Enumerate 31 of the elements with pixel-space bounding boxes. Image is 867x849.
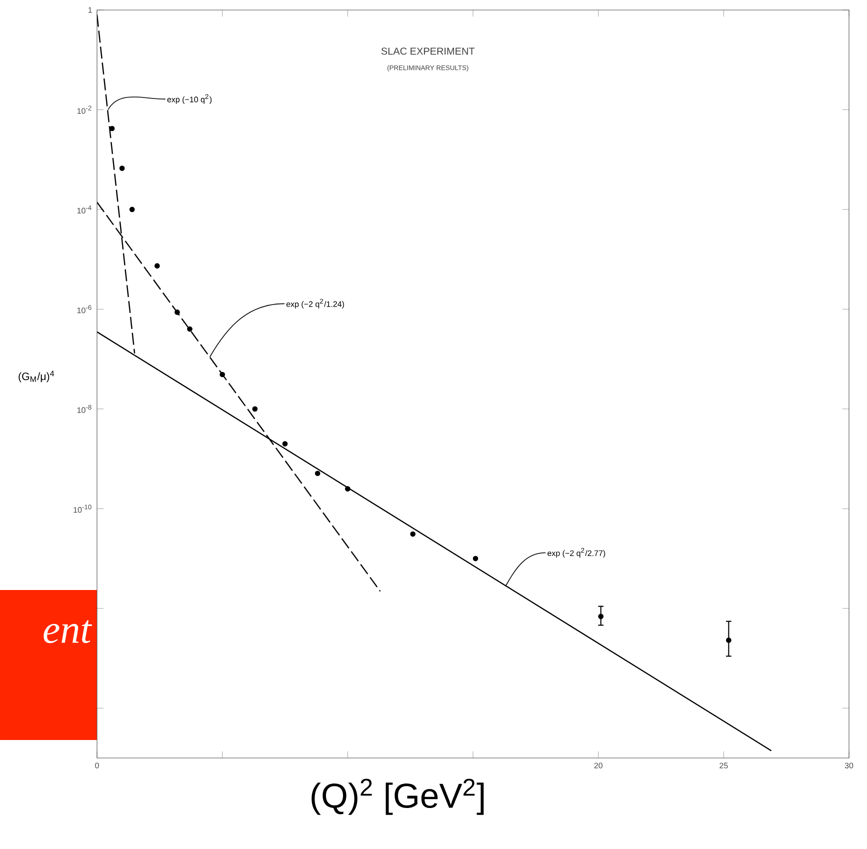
text: ent — [44, 620, 92, 644]
y-tick-label: 10$^{-6}$ — [77, 305, 92, 314]
y-tick-label: 10$^{-2}$ — [77, 106, 92, 114]
point — [154, 263, 160, 269]
point — [252, 406, 258, 412]
point — [187, 326, 192, 332]
point — [119, 166, 125, 171]
point — [282, 441, 288, 446]
point — [472, 556, 478, 562]
x-tick-label: 20 — [594, 762, 602, 768]
y-tick-label: 1 — [88, 7, 92, 13]
point — [598, 614, 604, 620]
point — [345, 486, 350, 492]
point — [220, 372, 226, 378]
point — [174, 310, 180, 315]
point — [410, 531, 416, 537]
y-axis-title: (G$_{M}$/μ)$^{4}$ — [18, 370, 54, 382]
y-tick-label: 10$^{-8}$ — [77, 404, 92, 413]
text: SLAC EXPERIMENT — [381, 48, 475, 55]
x-axis-title: (Q)$^{2}$ [GeV$^{2}$] — [312, 778, 484, 815]
annotation: exp (−10 q$^{2}$) — [167, 94, 212, 104]
point — [129, 206, 135, 212]
y-tick-label: 10$^{-4}$ — [77, 205, 92, 214]
y-tick-label: 10$^{-10}$ — [74, 504, 92, 513]
point — [314, 470, 320, 476]
annotation: exp (−2 q$^{2}$/2.77) — [548, 548, 606, 558]
x-tick-label: 25 — [720, 762, 728, 768]
x-tick-label: 30 — [844, 762, 854, 768]
point — [726, 638, 732, 643]
x-tick-label: 0 — [95, 762, 99, 768]
annotation: exp (−2 q$^{2}$/1.24) — [286, 298, 344, 308]
